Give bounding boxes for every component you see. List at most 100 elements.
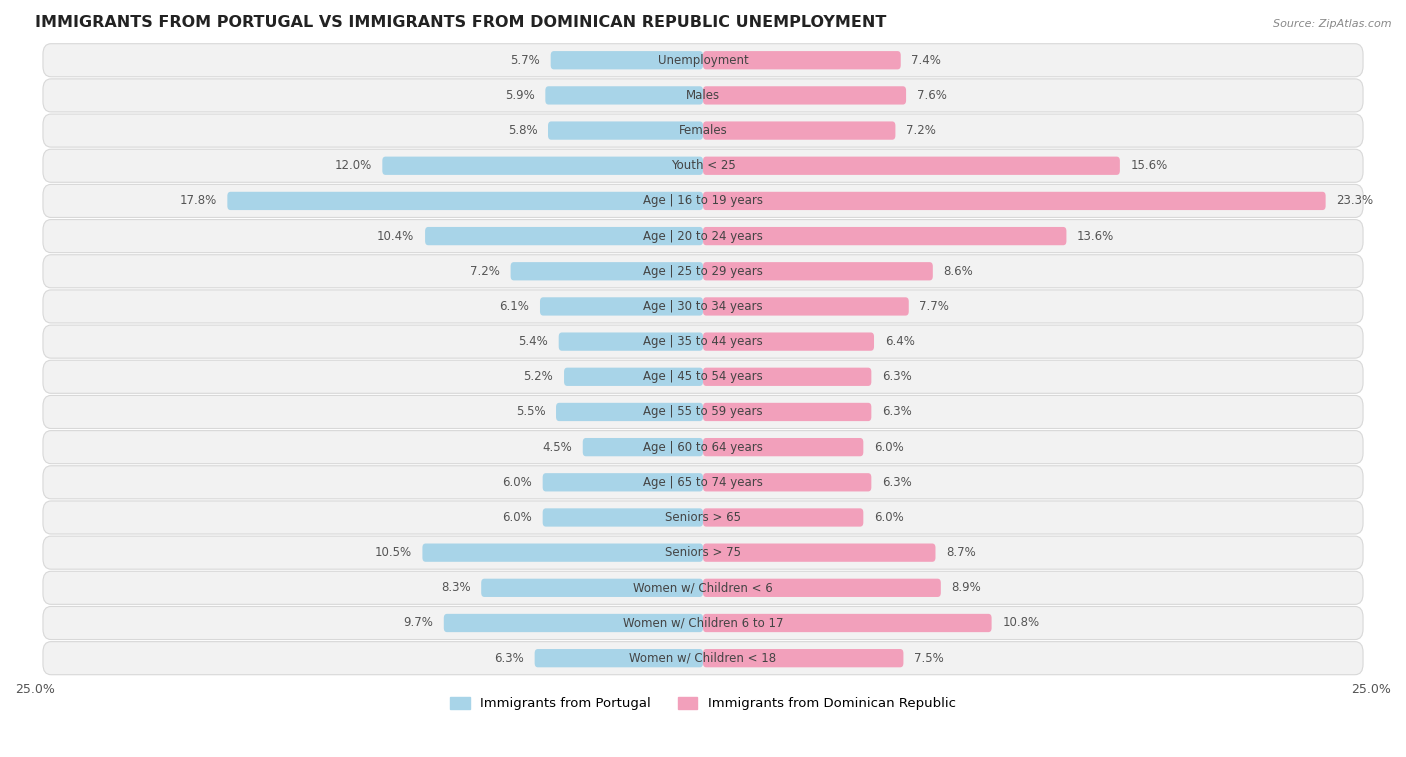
Text: 12.0%: 12.0% (335, 159, 371, 173)
Text: 7.7%: 7.7% (920, 300, 949, 313)
Text: 5.4%: 5.4% (519, 335, 548, 348)
Text: 15.6%: 15.6% (1130, 159, 1168, 173)
FancyBboxPatch shape (703, 262, 932, 280)
FancyBboxPatch shape (703, 51, 901, 70)
FancyBboxPatch shape (44, 501, 1362, 534)
FancyBboxPatch shape (703, 192, 1326, 210)
Text: 8.7%: 8.7% (946, 546, 976, 559)
FancyBboxPatch shape (703, 157, 1119, 175)
FancyBboxPatch shape (44, 185, 1362, 217)
Text: Age | 45 to 54 years: Age | 45 to 54 years (643, 370, 763, 383)
FancyBboxPatch shape (44, 395, 1362, 428)
Text: 7.6%: 7.6% (917, 89, 946, 102)
FancyBboxPatch shape (582, 438, 703, 456)
Text: Age | 35 to 44 years: Age | 35 to 44 years (643, 335, 763, 348)
FancyBboxPatch shape (703, 473, 872, 491)
FancyBboxPatch shape (481, 578, 703, 597)
Text: Seniors > 65: Seniors > 65 (665, 511, 741, 524)
Text: 6.0%: 6.0% (502, 511, 531, 524)
FancyBboxPatch shape (703, 509, 863, 527)
FancyBboxPatch shape (540, 298, 703, 316)
FancyBboxPatch shape (44, 466, 1362, 499)
FancyBboxPatch shape (543, 473, 703, 491)
Text: 8.6%: 8.6% (943, 265, 973, 278)
Text: Age | 25 to 29 years: Age | 25 to 29 years (643, 265, 763, 278)
FancyBboxPatch shape (44, 572, 1362, 604)
Text: Source: ZipAtlas.com: Source: ZipAtlas.com (1274, 19, 1392, 29)
FancyBboxPatch shape (703, 298, 908, 316)
FancyBboxPatch shape (703, 614, 991, 632)
FancyBboxPatch shape (44, 255, 1362, 288)
FancyBboxPatch shape (543, 509, 703, 527)
Text: 7.2%: 7.2% (905, 124, 936, 137)
Text: 5.7%: 5.7% (510, 54, 540, 67)
FancyBboxPatch shape (44, 290, 1362, 323)
FancyBboxPatch shape (422, 544, 703, 562)
Text: Youth < 25: Youth < 25 (671, 159, 735, 173)
FancyBboxPatch shape (44, 114, 1362, 147)
Text: Females: Females (679, 124, 727, 137)
FancyBboxPatch shape (703, 544, 935, 562)
FancyBboxPatch shape (44, 431, 1362, 464)
FancyBboxPatch shape (703, 403, 872, 421)
Legend: Immigrants from Portugal, Immigrants from Dominican Republic: Immigrants from Portugal, Immigrants fro… (444, 691, 962, 715)
Text: Age | 30 to 34 years: Age | 30 to 34 years (643, 300, 763, 313)
Text: 13.6%: 13.6% (1077, 229, 1115, 242)
Text: 6.0%: 6.0% (875, 511, 904, 524)
FancyBboxPatch shape (564, 368, 703, 386)
Text: IMMIGRANTS FROM PORTUGAL VS IMMIGRANTS FROM DOMINICAN REPUBLIC UNEMPLOYMENT: IMMIGRANTS FROM PORTUGAL VS IMMIGRANTS F… (35, 15, 886, 30)
FancyBboxPatch shape (382, 157, 703, 175)
Text: 7.4%: 7.4% (911, 54, 941, 67)
Text: 17.8%: 17.8% (180, 195, 217, 207)
Text: 7.5%: 7.5% (914, 652, 943, 665)
FancyBboxPatch shape (425, 227, 703, 245)
Text: 6.4%: 6.4% (884, 335, 914, 348)
Text: 6.0%: 6.0% (875, 441, 904, 453)
FancyBboxPatch shape (558, 332, 703, 350)
FancyBboxPatch shape (44, 79, 1362, 112)
FancyBboxPatch shape (228, 192, 703, 210)
Text: 23.3%: 23.3% (1336, 195, 1374, 207)
Text: Seniors > 75: Seniors > 75 (665, 546, 741, 559)
FancyBboxPatch shape (44, 44, 1362, 76)
Text: Unemployment: Unemployment (658, 54, 748, 67)
Text: Women w/ Children 6 to 17: Women w/ Children 6 to 17 (623, 616, 783, 630)
Text: 6.0%: 6.0% (502, 476, 531, 489)
FancyBboxPatch shape (546, 86, 703, 104)
FancyBboxPatch shape (703, 578, 941, 597)
FancyBboxPatch shape (444, 614, 703, 632)
FancyBboxPatch shape (44, 642, 1362, 674)
FancyBboxPatch shape (703, 121, 896, 140)
FancyBboxPatch shape (44, 325, 1362, 358)
FancyBboxPatch shape (703, 86, 905, 104)
Text: 10.4%: 10.4% (377, 229, 415, 242)
Text: 5.2%: 5.2% (523, 370, 554, 383)
Text: 6.3%: 6.3% (495, 652, 524, 665)
Text: 9.7%: 9.7% (404, 616, 433, 630)
FancyBboxPatch shape (703, 438, 863, 456)
Text: Women w/ Children < 6: Women w/ Children < 6 (633, 581, 773, 594)
Text: Age | 60 to 64 years: Age | 60 to 64 years (643, 441, 763, 453)
Text: 5.9%: 5.9% (505, 89, 534, 102)
Text: 5.8%: 5.8% (508, 124, 537, 137)
Text: 8.3%: 8.3% (441, 581, 471, 594)
FancyBboxPatch shape (551, 51, 703, 70)
Text: 10.8%: 10.8% (1002, 616, 1039, 630)
Text: 8.9%: 8.9% (952, 581, 981, 594)
FancyBboxPatch shape (548, 121, 703, 140)
FancyBboxPatch shape (703, 368, 872, 386)
Text: 5.5%: 5.5% (516, 406, 546, 419)
FancyBboxPatch shape (534, 649, 703, 668)
Text: Age | 16 to 19 years: Age | 16 to 19 years (643, 195, 763, 207)
Text: 6.1%: 6.1% (499, 300, 529, 313)
Text: 4.5%: 4.5% (543, 441, 572, 453)
Text: Males: Males (686, 89, 720, 102)
FancyBboxPatch shape (44, 536, 1362, 569)
FancyBboxPatch shape (703, 332, 875, 350)
Text: 7.2%: 7.2% (470, 265, 501, 278)
Text: 6.3%: 6.3% (882, 406, 911, 419)
FancyBboxPatch shape (44, 220, 1362, 253)
Text: Age | 55 to 59 years: Age | 55 to 59 years (643, 406, 763, 419)
Text: 10.5%: 10.5% (374, 546, 412, 559)
FancyBboxPatch shape (510, 262, 703, 280)
